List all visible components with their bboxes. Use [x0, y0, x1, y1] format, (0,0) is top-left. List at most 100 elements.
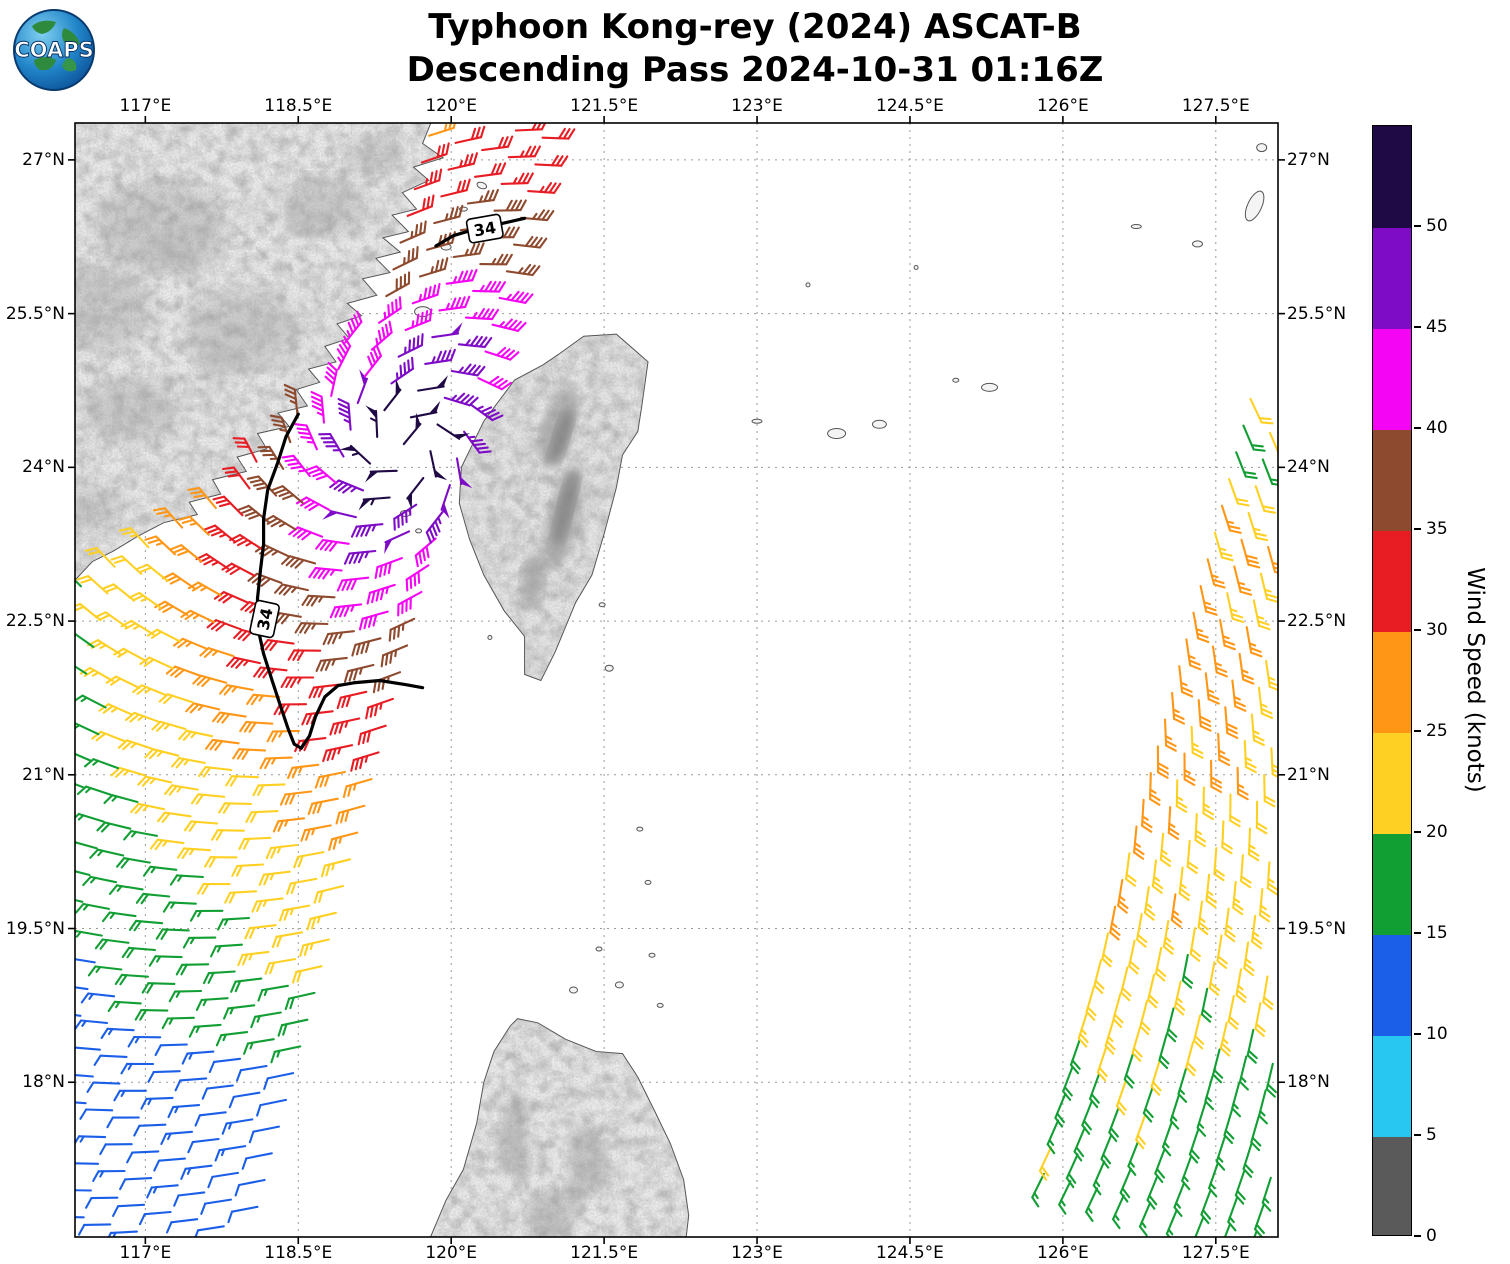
wind-barb — [414, 537, 437, 568]
wind-barb — [498, 290, 534, 304]
colorbar-tick — [1414, 730, 1421, 732]
wind-barb — [1156, 745, 1169, 779]
wind-barb — [204, 856, 238, 868]
wind-barb — [133, 1123, 167, 1137]
wind-barb — [188, 1023, 222, 1038]
wind-barb — [168, 989, 203, 1003]
lat-tick-label-right: 24°N — [1287, 457, 1330, 478]
wind-barb — [178, 729, 214, 741]
wind-barb — [1258, 888, 1271, 923]
wind-barb — [167, 1104, 201, 1119]
colorbar-segment — [1373, 934, 1411, 1036]
wind-barb — [343, 549, 377, 565]
wind-barb — [119, 1177, 153, 1191]
wind-barb — [230, 977, 263, 993]
wind-barb — [1131, 1026, 1143, 1062]
wind-barb — [241, 1152, 273, 1170]
wind-barb — [464, 308, 500, 321]
wind-barb — [306, 911, 337, 931]
wind-barb — [328, 831, 359, 851]
island — [805, 282, 811, 288]
wind-barb — [1265, 659, 1278, 692]
wind-barb — [1171, 691, 1186, 725]
wind-barb — [75, 958, 96, 964]
lon-tick-label-top: 127.5°E — [1181, 96, 1250, 116]
wind-barb — [505, 263, 541, 277]
colorbar-tick — [1414, 528, 1421, 530]
wind-barb — [1178, 665, 1194, 698]
wind-barb — [185, 702, 221, 714]
wind-barb — [101, 911, 137, 923]
lat-tick-label-left: 24°N — [22, 457, 65, 478]
wind-barb — [1173, 1182, 1186, 1217]
colorbar-tick-label: 40 — [1426, 418, 1448, 438]
wind-barb — [246, 475, 278, 497]
wind-barb — [187, 486, 217, 510]
colorbar-segment — [1373, 227, 1411, 329]
wind-barb — [283, 383, 299, 417]
wind-barb — [397, 333, 424, 358]
wind-barb — [388, 617, 416, 642]
wind-barb — [1243, 740, 1257, 774]
colorbar-tick-label: 50 — [1426, 216, 1448, 236]
wind-barb — [472, 280, 506, 293]
wind-barb — [366, 583, 396, 605]
chart-title: Typhoon Kong-rey (2024) ASCAT-B — [428, 7, 1082, 47]
wind-barb — [1211, 645, 1228, 678]
wind-barb — [420, 142, 450, 164]
wind-barb — [342, 778, 373, 799]
colorbar-tick-label: 5 — [1426, 1125, 1437, 1145]
colorbar-tick — [1414, 1033, 1421, 1035]
wind-barb — [320, 858, 352, 878]
wind-barb — [132, 684, 167, 697]
wind-barb — [424, 348, 456, 365]
wind-barb — [239, 720, 274, 733]
wind-barb — [192, 674, 228, 688]
wind-barb — [350, 751, 380, 772]
wind-barb — [153, 1157, 186, 1172]
wind-barb — [294, 622, 329, 634]
wind-barb — [1245, 625, 1263, 658]
wind-barb — [121, 946, 157, 959]
wind-barb — [237, 950, 270, 967]
island — [981, 382, 998, 392]
wind-barb — [162, 901, 197, 913]
wind-barb — [75, 1046, 101, 1051]
lat-tick-label-left: 27°N — [22, 149, 65, 170]
wind-barb — [127, 1035, 162, 1048]
wind-barb — [135, 892, 171, 905]
wind-barb — [450, 363, 486, 377]
wind-barb — [1235, 451, 1258, 480]
wind-barb — [147, 1070, 181, 1083]
wind-barb — [1031, 1172, 1045, 1208]
wind-barb — [1158, 1034, 1170, 1070]
wind-barb — [454, 125, 486, 144]
wind-barb — [1046, 1119, 1060, 1155]
wind-barb — [203, 524, 237, 543]
wind-barb — [232, 437, 258, 463]
wind-barb — [358, 496, 391, 511]
wind-barb — [279, 790, 313, 806]
lon-tick-label-bottom: 124.5°E — [875, 1243, 944, 1263]
wind-barb — [212, 711, 247, 724]
wind-barb — [94, 611, 129, 629]
wind-barb — [173, 1191, 206, 1207]
wind-barb — [1038, 1146, 1053, 1181]
wind-barb — [1166, 1007, 1178, 1043]
wind-barb — [1202, 786, 1215, 821]
wind-barb — [1135, 1114, 1147, 1150]
wind-barb — [397, 590, 423, 617]
wind-barb — [228, 1091, 261, 1109]
wind-barb — [1161, 1121, 1173, 1157]
colorbar-tick-label: 10 — [1426, 1024, 1448, 1044]
wind-barb — [351, 637, 382, 657]
colorbar-tick — [1414, 326, 1421, 328]
wind-barb — [253, 666, 288, 679]
wind-barb — [457, 335, 493, 348]
colorbar-tick — [1414, 1235, 1421, 1237]
wind-barb — [1236, 766, 1249, 801]
lon-tick-label-bottom: 121.5°E — [570, 1243, 639, 1263]
wind-barb — [1115, 1080, 1127, 1116]
wind-barb — [1108, 1107, 1120, 1143]
wind-barb — [181, 1050, 215, 1065]
